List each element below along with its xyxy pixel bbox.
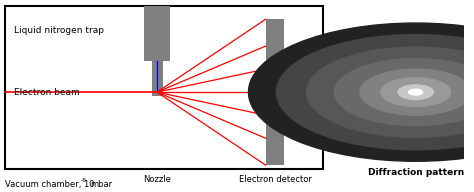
Circle shape — [307, 47, 474, 137]
Circle shape — [248, 23, 474, 161]
Text: Liquid nitrogen trap: Liquid nitrogen trap — [14, 26, 104, 35]
Text: Nozzle: Nozzle — [143, 175, 171, 184]
Circle shape — [409, 89, 423, 95]
Circle shape — [360, 69, 472, 115]
Circle shape — [381, 78, 450, 107]
Circle shape — [398, 85, 433, 99]
Circle shape — [334, 59, 474, 126]
Bar — [265, 19, 284, 165]
Bar — [144, 6, 170, 61]
Text: Diffraction pattern: Diffraction pattern — [367, 168, 464, 177]
Text: Vacuum chamber, 10: Vacuum chamber, 10 — [5, 180, 94, 189]
Circle shape — [276, 35, 474, 150]
Text: Electron beam: Electron beam — [14, 88, 80, 97]
Text: Electron detector: Electron detector — [238, 175, 311, 184]
Bar — [152, 61, 164, 96]
Text: mbar: mbar — [91, 180, 113, 189]
Bar — [5, 6, 323, 169]
Text: -6: -6 — [81, 178, 86, 183]
